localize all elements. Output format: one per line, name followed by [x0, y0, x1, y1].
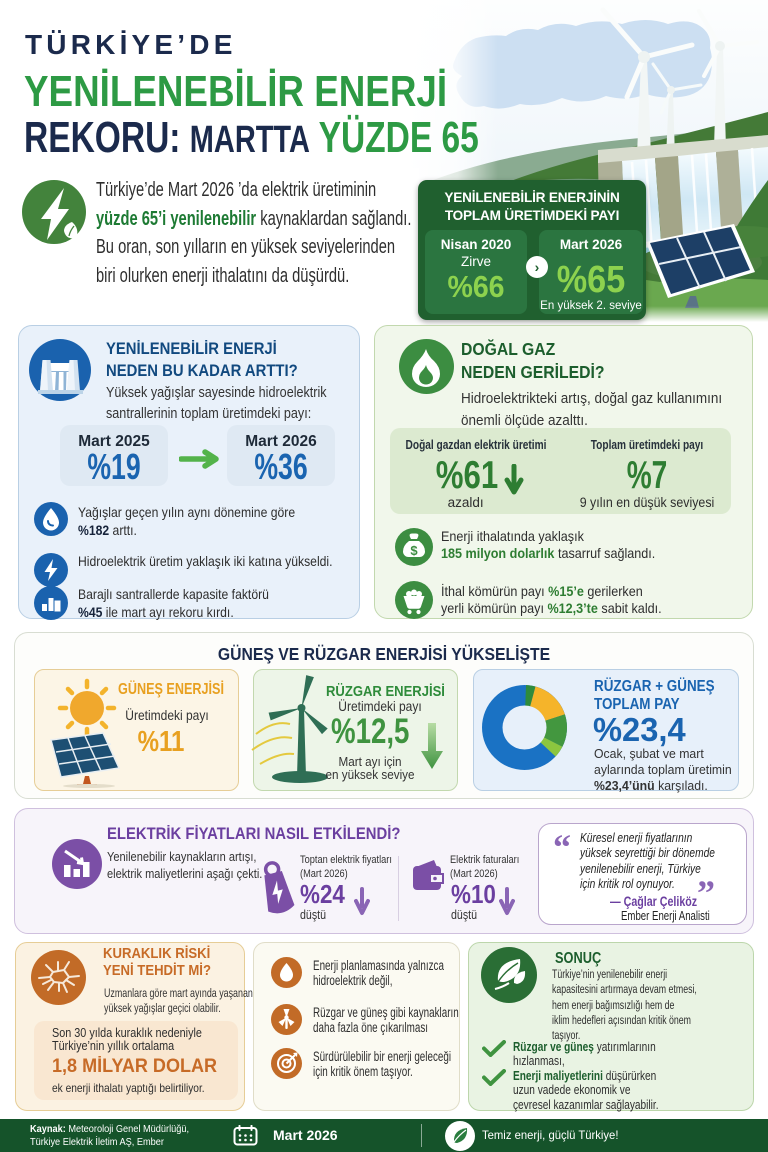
svg-text:$: $ [410, 543, 418, 558]
